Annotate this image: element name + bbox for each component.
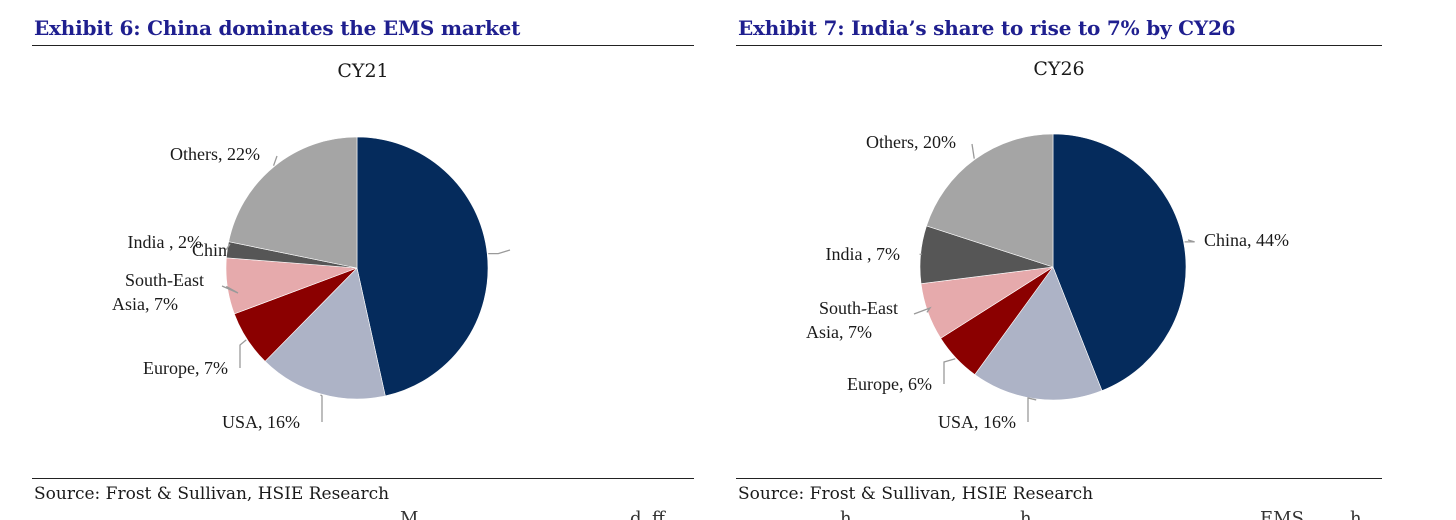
data-label-south-east-asia: Asia, 7% bbox=[112, 294, 178, 314]
data-label-india: India , 2% bbox=[128, 232, 202, 252]
exhibit-6: Exhibit 6: China dominates the EMS marke… bbox=[32, 0, 694, 517]
data-label-usa: USA, 16% bbox=[938, 412, 1016, 432]
leader-line-europe bbox=[240, 340, 246, 368]
leader-line-south-east-asia bbox=[914, 308, 930, 314]
pie-chart-cy21: China, 47%USA, 16%Europe, 7%South-EastAs… bbox=[32, 0, 694, 478]
leader-line-china bbox=[488, 250, 510, 254]
data-label-india: India , 7% bbox=[826, 244, 900, 264]
footer-fragment: h bbox=[1350, 508, 1362, 520]
data-label-usa: USA, 16% bbox=[222, 412, 300, 432]
source-note: Source: Frost & Sullivan, HSIE Research bbox=[34, 484, 389, 504]
data-label-south-east-asia: South-East bbox=[819, 298, 898, 318]
leader-line-europe bbox=[944, 359, 955, 384]
source-rule bbox=[736, 478, 1382, 479]
pie-chart-cy26: China, 44% USA, 16% Europe, 6% South-East As… bbox=[736, 0, 1382, 478]
leader-line-others bbox=[972, 144, 974, 159]
data-label-europe: Europe, 6% bbox=[847, 374, 932, 394]
leader-line-others bbox=[274, 156, 277, 166]
footer-fragment: h bbox=[1020, 508, 1032, 520]
data-label-others: Others, 22% bbox=[170, 144, 260, 164]
source-rule bbox=[32, 478, 694, 479]
cropped-body-text: M d ff h h EMS h bbox=[400, 508, 1456, 520]
data-label-others: Others, 20% bbox=[866, 132, 956, 152]
exhibit-7: Exhibit 7: India’s share to rise to 7% b… bbox=[736, 0, 1382, 517]
data-label-south-east-asia: Asia, 7% bbox=[806, 322, 872, 342]
leader-line-usa bbox=[1028, 398, 1036, 422]
source-note: Source: Frost & Sullivan, HSIE Research bbox=[738, 484, 1093, 504]
data-label-europe: Europe, 7% bbox=[143, 358, 228, 378]
footer-fragment: ff bbox=[652, 508, 665, 520]
data-label-south-east-asia: South-East bbox=[125, 270, 204, 290]
footer-fragment: EMS bbox=[1260, 508, 1304, 520]
leader-line-usa bbox=[321, 395, 322, 422]
footer-fragment: h bbox=[840, 508, 852, 520]
footer-fragment: d bbox=[630, 508, 642, 520]
footer-fragment: M bbox=[400, 508, 418, 520]
data-label-china: China, 44% bbox=[1204, 230, 1289, 250]
leader-line-china bbox=[1185, 240, 1195, 242]
